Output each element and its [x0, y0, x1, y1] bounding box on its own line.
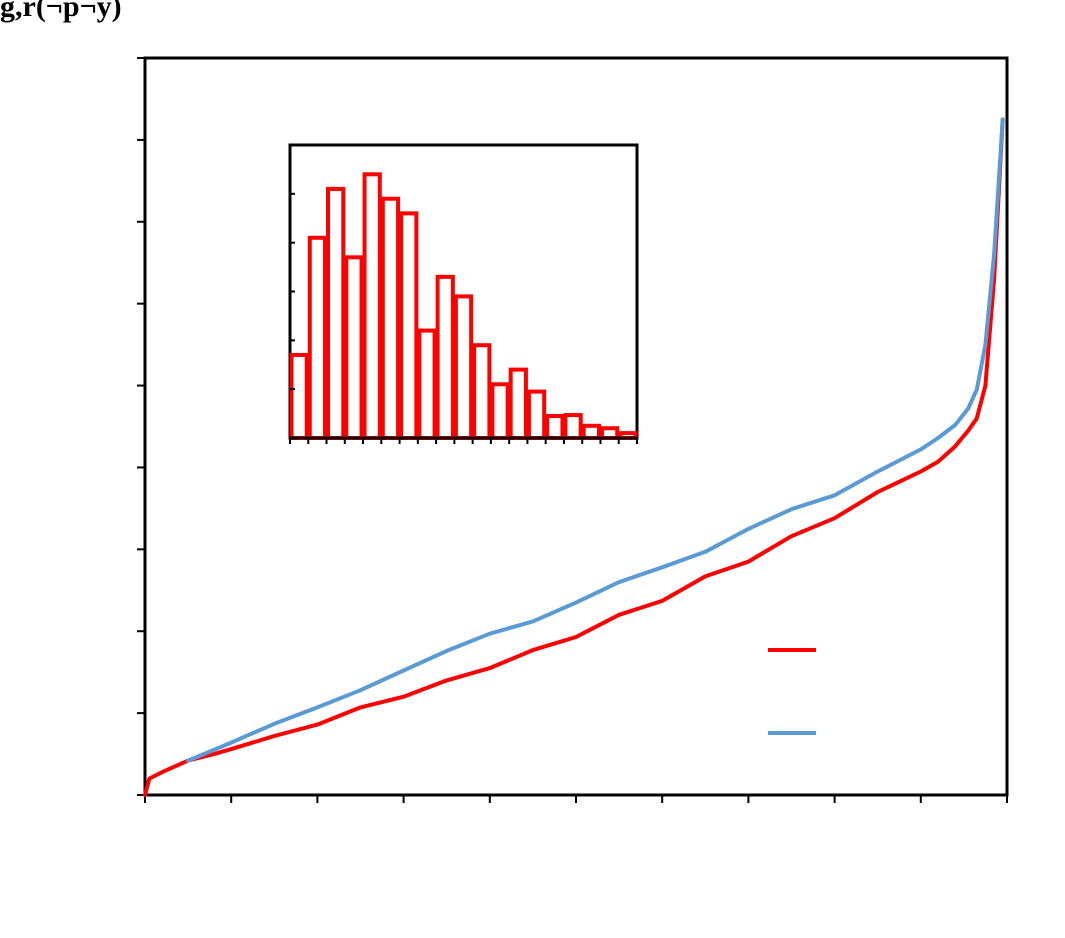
inset-histogram [288, 143, 639, 444]
main-series-group [143, 117, 1005, 797]
main-axes [137, 56, 1009, 803]
series-line-1 [186, 117, 1005, 763]
legend [768, 648, 816, 735]
title-fragment: g,r(¬p¬y) [0, 0, 122, 23]
series-line-0 [143, 117, 1005, 797]
